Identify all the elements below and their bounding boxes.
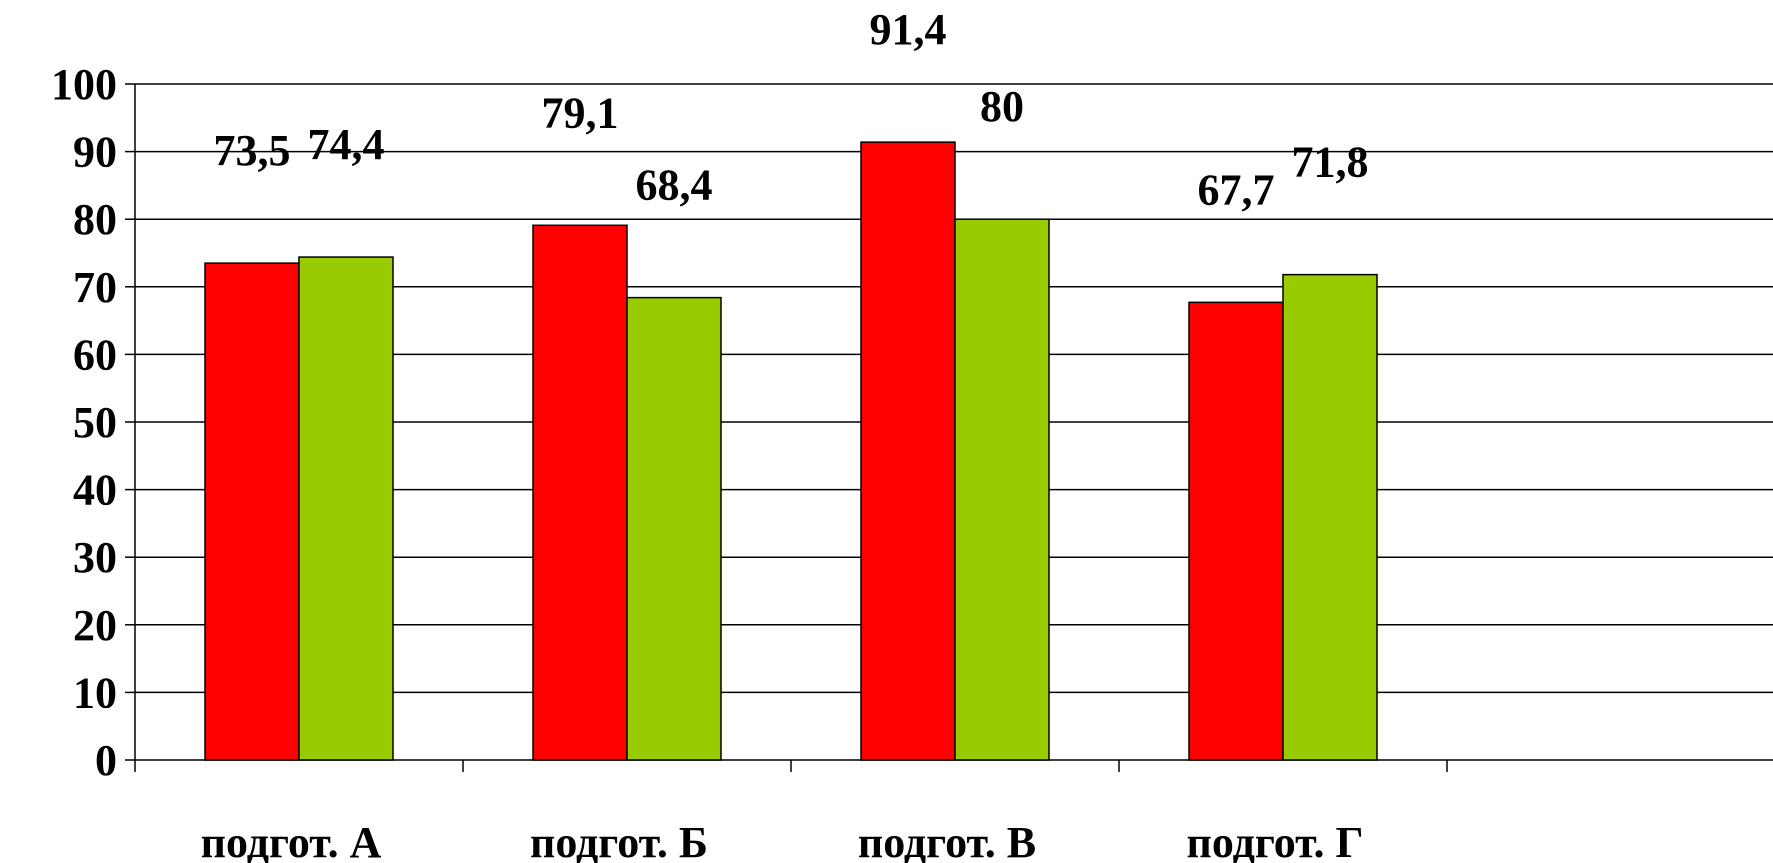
data-label: 91,4 <box>870 5 947 54</box>
y-tick-label: 100 <box>51 60 117 109</box>
bars <box>204 141 1378 761</box>
y-tick-label: 10 <box>73 668 117 717</box>
y-tick-label: 20 <box>73 601 117 650</box>
data-label: 79,1 <box>542 88 619 137</box>
y-tick-label: 0 <box>95 736 117 785</box>
bar <box>954 218 1050 761</box>
y-tick-label: 50 <box>73 398 117 447</box>
category-label: подгот. В <box>858 818 1036 863</box>
y-tick-label: 80 <box>73 195 117 244</box>
bar <box>1282 273 1378 761</box>
category-label: подгот. Б <box>530 818 708 863</box>
bar <box>1188 301 1284 761</box>
y-tick-label: 60 <box>73 330 117 379</box>
bar <box>298 256 394 761</box>
category-label: подгот. Г <box>1187 818 1364 863</box>
y-tick-label: 40 <box>73 466 117 515</box>
bar <box>626 296 722 761</box>
bar <box>532 224 628 761</box>
data-label: 68,4 <box>636 161 713 210</box>
data-label: 74,4 <box>308 120 385 169</box>
bar <box>204 262 300 761</box>
category-label: подгот. А <box>201 818 382 863</box>
data-label: 71,8 <box>1292 138 1369 187</box>
data-label: 73,5 <box>214 126 291 175</box>
y-tick-label: 70 <box>73 263 117 312</box>
y-tick-label: 30 <box>73 533 117 582</box>
data-label: 80 <box>980 82 1024 131</box>
y-tick-label: 90 <box>73 128 117 177</box>
bar <box>860 141 956 761</box>
data-label: 67,7 <box>1198 165 1275 214</box>
labels: 0 10 20 30 40 50 60 70 80 90 100 73,5 74,4 подгот. А 7… <box>51 5 1369 863</box>
